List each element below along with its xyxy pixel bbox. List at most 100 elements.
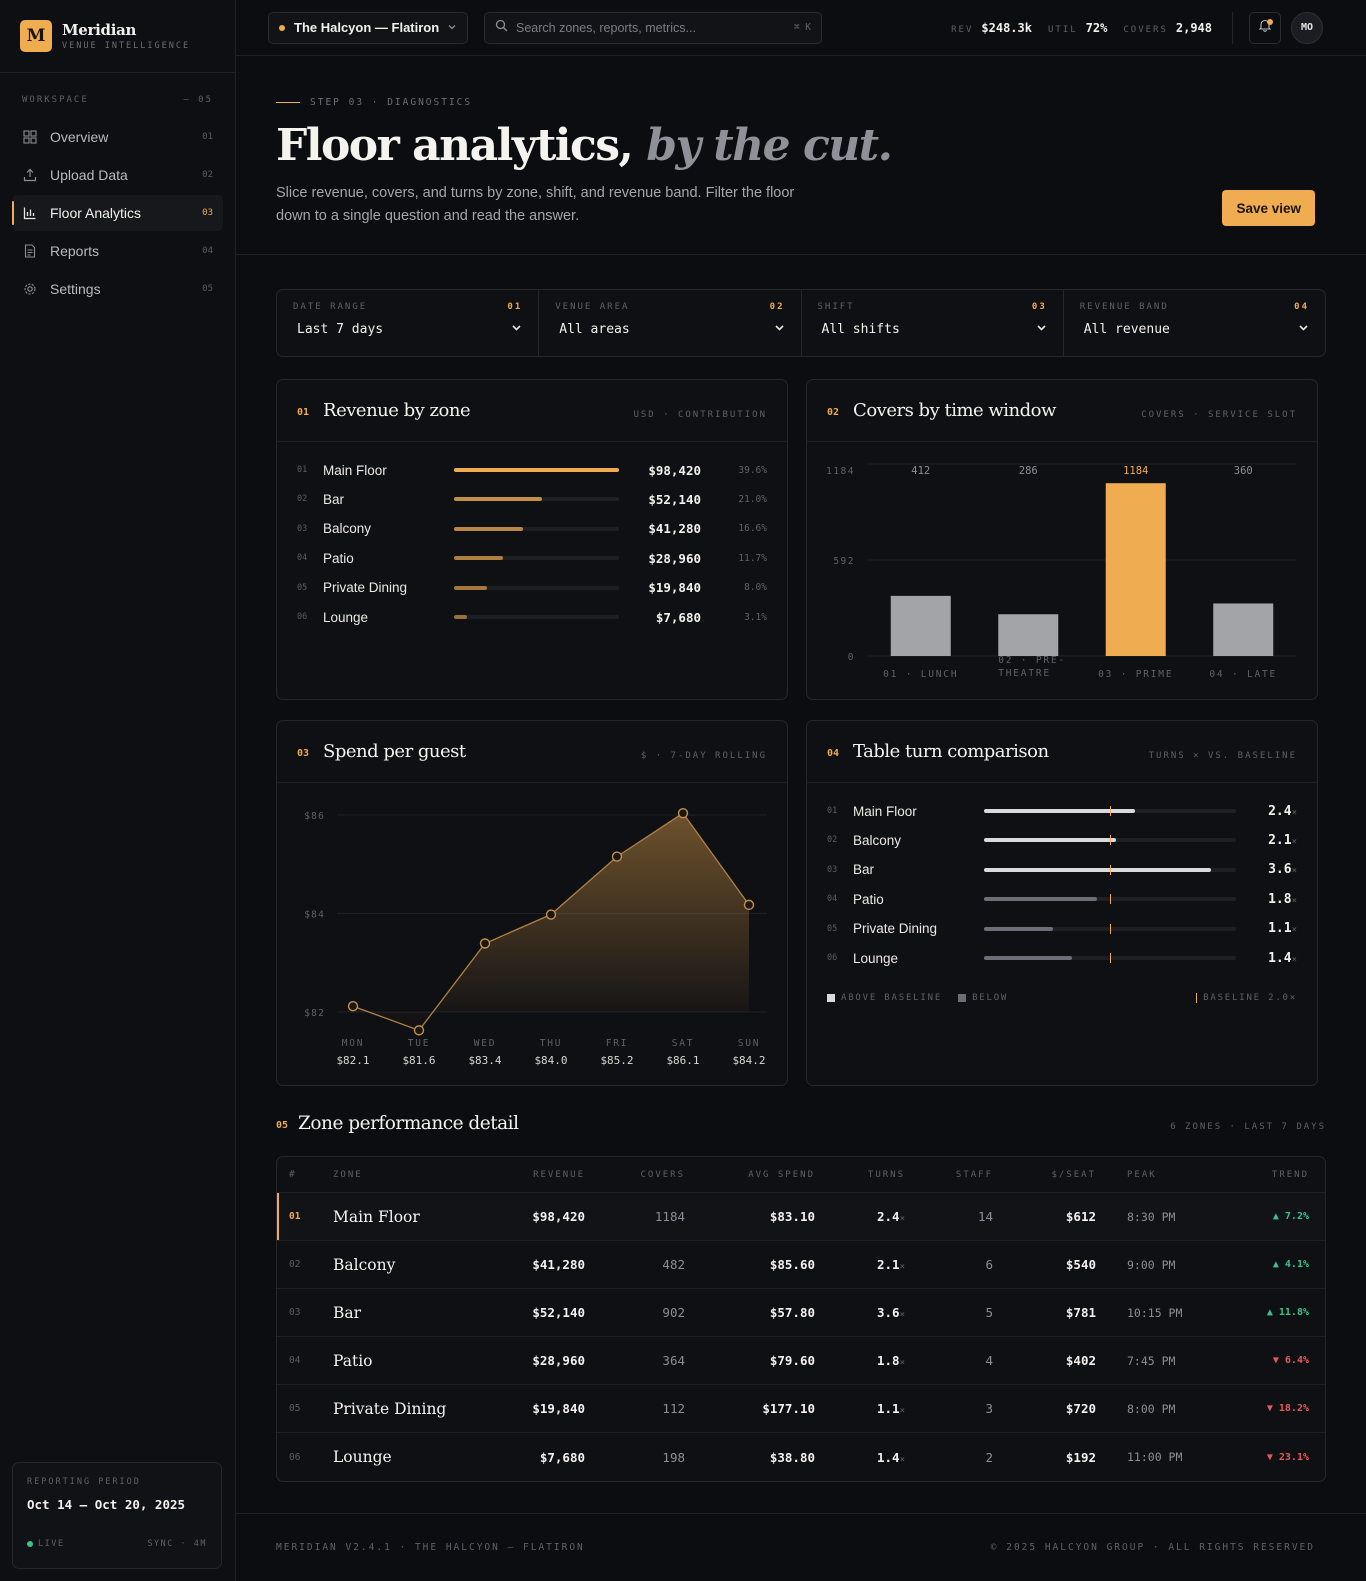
revenue-share: 11.7%	[738, 552, 767, 564]
column-header[interactable]: REVENUE	[533, 1169, 585, 1180]
revenue-row[interactable]: 03 Balcony $41,280 16.6%	[297, 519, 767, 539]
turn-bar-track	[984, 923, 1236, 934]
spend-point[interactable]	[677, 807, 689, 819]
cell-zone: Private Dining	[333, 1399, 447, 1418]
spend-point[interactable]	[743, 899, 755, 911]
table-row[interactable]: 03 Bar $52,140 902 $57.80 3.6× 5 $781 10:15 PM ▲ …	[277, 1289, 1325, 1337]
column-header[interactable]: COVERS	[640, 1169, 685, 1180]
cell-peak: 10:15 PM	[1127, 1305, 1183, 1320]
venue-selector[interactable]: The Halcyon — Flatiron	[268, 11, 468, 44]
filter-number: 01	[507, 302, 523, 312]
revenue-row[interactable]: 01 Main Floor $98,420 39.6%	[297, 460, 767, 480]
table-turn-card: 04 Table turn comparison TURNS × VS. BAS…	[806, 720, 1318, 1086]
filter-shift[interactable]: SHIFT 03 All shifts	[802, 290, 1064, 356]
times-glyph: ×	[1291, 925, 1297, 936]
cell-turns: 2.4×	[815, 1209, 905, 1224]
table-header: # ZONE REVENUE COVERS AVG SPEND TURNS STAFF $/S…	[277, 1157, 1325, 1193]
column-header[interactable]: #	[289, 1169, 297, 1180]
cell-trend: ▼ 18.2%	[1266, 1403, 1309, 1414]
covers-bar[interactable]	[1105, 483, 1166, 656]
filter-venue-area[interactable]: VENUE AREA 02 All areas	[539, 290, 802, 356]
revenue-bar	[454, 585, 488, 590]
sidebar-item-overview[interactable]: Overview 01	[12, 119, 223, 155]
turn-row[interactable]: 05 Private Dining 1.1×	[827, 919, 1297, 939]
covers-bar[interactable]	[890, 595, 951, 656]
turn-row[interactable]: 06 Lounge 1.4×	[827, 948, 1297, 968]
covers-bar[interactable]	[1213, 603, 1274, 656]
column-header[interactable]: AVG SPEND	[748, 1169, 815, 1180]
reporting-period-value: Oct 14 – Oct 20, 2025	[27, 1497, 186, 1512]
spend-point[interactable]	[479, 938, 491, 949]
turn-row[interactable]: 03 Bar 3.6×	[827, 860, 1297, 880]
turn-bar	[984, 867, 1211, 872]
filter-number: 03	[1031, 302, 1047, 312]
column-header[interactable]: PEAK	[1127, 1169, 1157, 1180]
legend-swatch-above	[827, 994, 835, 1002]
spend-point[interactable]	[611, 851, 623, 862]
bar-value-label: 412	[911, 465, 930, 477]
row-index: 05	[297, 582, 308, 593]
sidebar: M Meridian VENUE INTELLIGENCE WORKSPACE …	[0, 0, 236, 1581]
column-header[interactable]: ZONE	[333, 1169, 363, 1180]
card-title: Revenue by zone	[323, 400, 471, 421]
notifications-button[interactable]	[1249, 11, 1281, 44]
column-header[interactable]: STAFF	[955, 1169, 993, 1180]
section-title: Zone performance detail	[298, 1113, 519, 1134]
y-tick-label: 0	[848, 652, 855, 663]
row-index: 04	[827, 894, 838, 905]
grid-icon	[22, 129, 38, 145]
cell-seat: $540	[1065, 1257, 1096, 1272]
turn-row[interactable]: 02 Balcony 2.1×	[827, 830, 1297, 850]
page-title: Floor analytics, by the cut.	[276, 120, 893, 171]
covers-bar[interactable]	[998, 614, 1059, 656]
cell-seat: $402	[1065, 1353, 1096, 1368]
logo[interactable]: M	[20, 20, 52, 52]
save-view-button[interactable]: Save view	[1222, 190, 1315, 226]
turn-bar-track	[984, 806, 1236, 816]
metric-value: 2,948	[1175, 20, 1212, 35]
filter-label: SHIFT	[817, 302, 855, 312]
cell-trend: ▼ 23.1%	[1266, 1451, 1309, 1463]
revenue-row[interactable]: 04 Patio $28,960 11.7%	[297, 548, 767, 568]
table-row[interactable]: 04 Patio $28,960 364 $79.60 1.8× 4 $402 7:45 PM ▼…	[277, 1337, 1325, 1385]
table-row[interactable]: 06 Lounge $7,680 198 $38.80 1.4× 2 $192 11:00 PM…	[277, 1433, 1325, 1481]
turn-row[interactable]: 01 Main Floor 2.4×	[827, 801, 1297, 821]
live-status-label: LIVE	[38, 1539, 65, 1549]
column-header[interactable]: $/SEAT	[1051, 1169, 1096, 1180]
table-row[interactable]: 02 Balcony $41,280 482 $85.60 2.1× 6 $540 9:00 P…	[277, 1241, 1325, 1289]
avatar[interactable]: MO	[1291, 11, 1323, 44]
spend-point[interactable]	[347, 1001, 359, 1012]
column-header[interactable]: TREND	[1271, 1169, 1309, 1180]
table-row[interactable]: 05 Private Dining $19,840 112 $177.10 1.1× 3 $7…	[277, 1385, 1325, 1433]
spend-point[interactable]	[413, 1025, 425, 1036]
cell-seat: $781	[1065, 1305, 1096, 1320]
cell-idx: 01	[289, 1211, 301, 1222]
revenue-row[interactable]: 05 Private Dining $19,840 8.0%	[297, 578, 767, 598]
filter-date-range[interactable]: DATE RANGE 01 Last 7 days	[277, 290, 540, 356]
sidebar-item-floor-analytics[interactable]: Floor Analytics 03	[12, 195, 223, 231]
topbar: The Halcyon — Flatiron Search zones, rep…	[236, 0, 1366, 56]
sidebar-item-upload-data[interactable]: Upload Data 02	[12, 157, 223, 193]
sidebar-item-reports[interactable]: Reports 04	[12, 233, 223, 269]
spend-point[interactable]	[545, 909, 557, 920]
filter-value: All revenue	[1083, 322, 1170, 337]
turn-row[interactable]: 04 Patio 1.8×	[827, 889, 1297, 909]
turn-bar-track	[984, 835, 1236, 846]
search-input[interactable]: Search zones, reports, metrics... ⌘ K	[484, 11, 822, 44]
times-glyph: ×	[1291, 866, 1297, 877]
filter-revenue-band[interactable]: REVENUE BAND 04 All revenue	[1064, 290, 1325, 356]
x-tick-label: SUN	[738, 1038, 761, 1049]
page-hero: STEP 03 · DIAGNOSTICS Floor analytics, b…	[236, 56, 1366, 255]
cell-trend: ▲ 11.8%	[1266, 1307, 1309, 1318]
bar-value-label: 1184	[1123, 465, 1148, 477]
sidebar-item-label: Reports	[50, 243, 100, 259]
zone-name: Lounge	[323, 609, 369, 625]
revenue-row[interactable]: 06 Lounge $7,680 3.1%	[297, 607, 767, 627]
covers-by-time-card: 02 Covers by time window COVERS · SERVIC…	[806, 379, 1318, 700]
sidebar-item-settings[interactable]: Settings 05	[12, 271, 223, 307]
metric-rev: REV $248.3k	[951, 21, 1032, 35]
revenue-row[interactable]: 02 Bar $52,140 21.0%	[297, 489, 767, 509]
row-index: 01	[827, 806, 838, 816]
column-header[interactable]: TURNS	[867, 1169, 905, 1180]
table-row[interactable]: 01 Main Floor $98,420 1184 $83.10 2.4× 14 $612 8…	[277, 1193, 1325, 1241]
